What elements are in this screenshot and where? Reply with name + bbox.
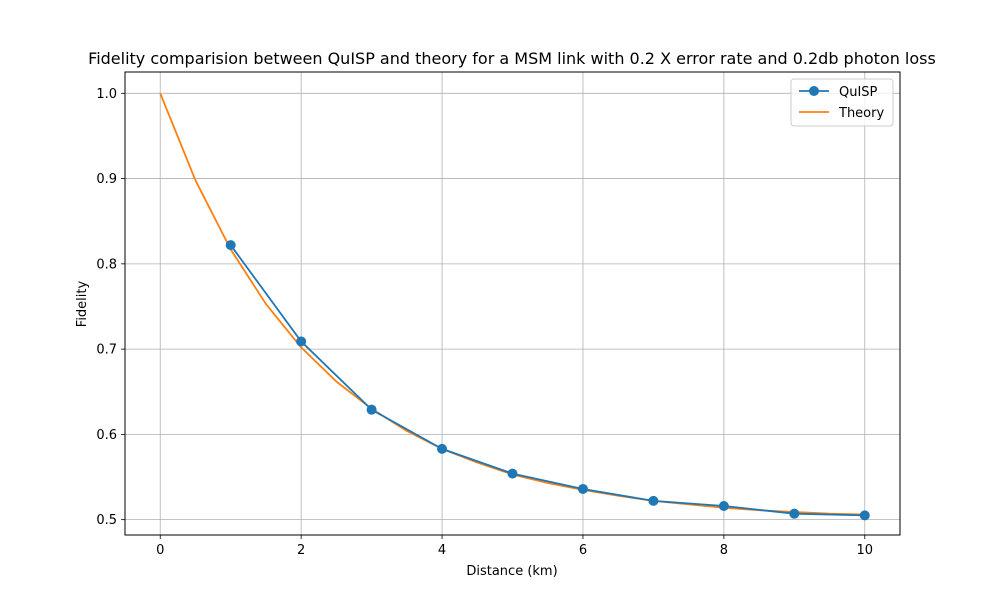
quisp-point bbox=[296, 336, 307, 347]
plot-frame bbox=[124, 71, 901, 536]
y-tick-label: 0.6 bbox=[96, 428, 117, 443]
legend-quisp-label: QuISP bbox=[839, 85, 878, 100]
quisp-point bbox=[507, 468, 518, 479]
quisp-point bbox=[859, 510, 870, 521]
quisp-line bbox=[229, 244, 865, 517]
legend-theory-label: Theory bbox=[838, 106, 884, 121]
y-tick-label: 0.7 bbox=[96, 343, 117, 358]
quisp-point bbox=[648, 495, 659, 506]
quisp-point bbox=[366, 404, 377, 415]
legend: QuISP Theory bbox=[790, 78, 894, 127]
quisp-point bbox=[577, 483, 588, 494]
grid bbox=[125, 72, 900, 535]
x-axis-label: Distance (km) bbox=[466, 564, 557, 579]
y-tick-label: 0.8 bbox=[96, 257, 117, 272]
x-tick-label: 10 bbox=[856, 543, 873, 558]
x-tick-label: 0 bbox=[156, 543, 164, 558]
chart-title: Fidelity comparision between QuISP and t… bbox=[88, 49, 936, 68]
quisp-point bbox=[437, 443, 448, 454]
quisp-point bbox=[225, 240, 236, 251]
x-tick-label: 6 bbox=[579, 543, 587, 558]
ticks: 0 2 4 6 8 10 0.5 0.6 0.7 0.8 0.9 1.0 bbox=[96, 87, 873, 558]
y-tick-label: 1.0 bbox=[96, 87, 117, 102]
quisp-point bbox=[718, 501, 729, 512]
quisp-point bbox=[789, 508, 800, 519]
series-group bbox=[159, 92, 870, 521]
x-tick-label: 2 bbox=[297, 543, 305, 558]
y-axis-label: Fidelity bbox=[75, 280, 90, 327]
y-tick-label: 0.5 bbox=[96, 513, 117, 528]
y-tick-label: 0.9 bbox=[96, 172, 117, 187]
x-tick-label: 8 bbox=[720, 543, 728, 558]
theory-line bbox=[159, 92, 865, 516]
legend-quisp-marker bbox=[809, 86, 819, 96]
x-tick-label: 4 bbox=[438, 543, 446, 558]
